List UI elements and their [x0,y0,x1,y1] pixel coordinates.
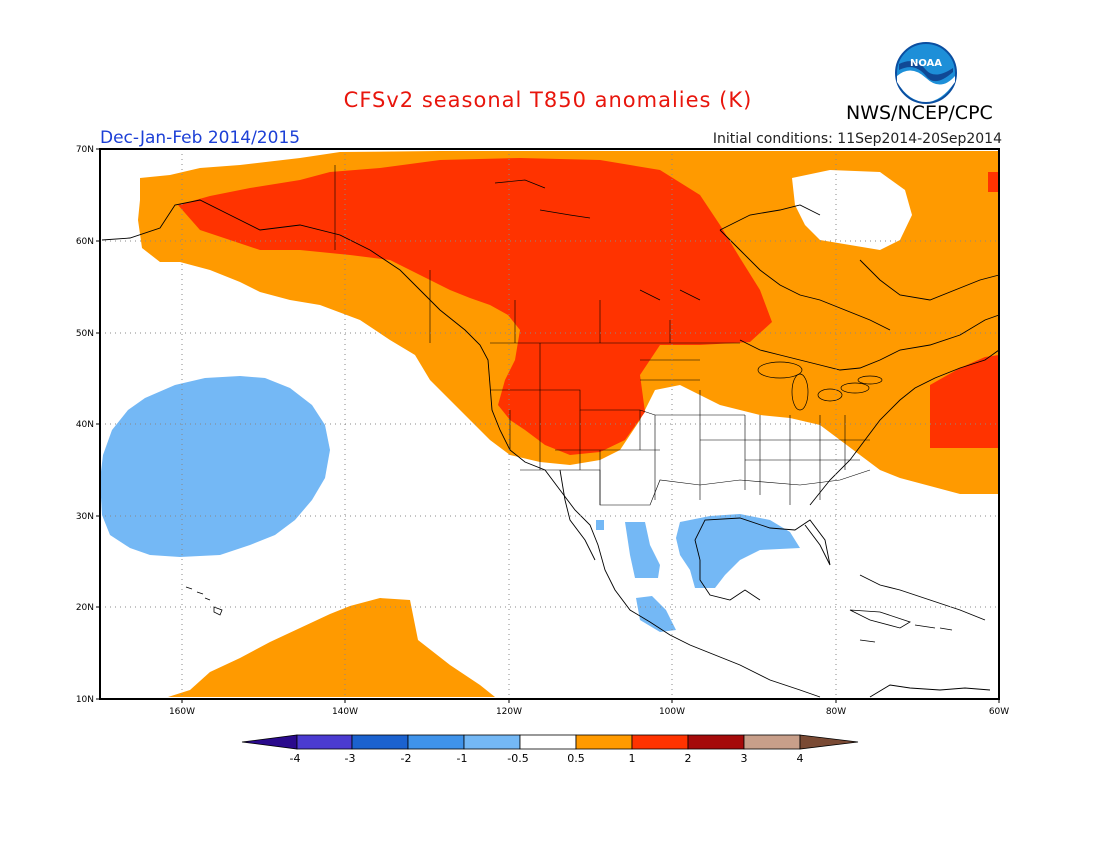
lat-label: 40N [76,420,94,430]
initial-conditions-label: Initial conditions: 11Sep2014-20Sep2014 [712,131,1002,147]
lat-label: 10N [76,695,94,705]
colorbar-label: -4 [290,752,301,765]
colorbar-arrow-high [799,734,859,750]
anomaly-region-red [178,158,999,455]
chart-title: CFSv2 seasonal T850 anomalies (K) [343,88,753,112]
colorbar-swatch [687,734,745,750]
season-label: Dec-Jan-Feb 2014/2015 [100,128,301,148]
lon-label: 80W [826,707,846,717]
lat-label: 30N [76,512,94,522]
lon-label: 120W [496,707,522,717]
coastlines [101,199,1000,698]
lat-label: 60N [76,237,94,247]
logo-text: NOAA [910,58,942,69]
caribbean-islands [849,609,953,643]
agency-label: NWS/NCEP/CPC [846,102,993,124]
colorbar-swatch [351,734,409,750]
colorbar-label: -2 [401,752,412,765]
colorbar-label: -0.5 [507,752,528,765]
neutral-region-labrador [792,170,912,250]
anomaly-region-blue [100,376,800,632]
lon-label: 140W [332,707,358,717]
colorbar-swatch [743,734,801,750]
colorbar-label: 1 [629,752,636,765]
graticule [100,149,999,699]
political-borders [334,165,871,506]
colorbar-swatch [631,734,689,750]
lat-label: 50N [76,329,94,339]
lon-label: 60W [989,707,1009,717]
noaa-logo: NOAA [895,42,957,104]
lakes [494,179,883,411]
colorbar-label: 4 [797,752,804,765]
colorbar-arrow-low [241,734,298,750]
colorbar-label: -1 [457,752,468,765]
colorbar-swatch [407,734,465,750]
lat-label: 20N [76,603,94,613]
colorbar-label: 0.5 [567,752,585,765]
colorbar-label: -3 [345,752,356,765]
hawaii-islands [185,586,223,616]
colorbar-swatch [575,734,633,750]
colorbar-swatch [296,734,353,750]
colorbar-label: 2 [685,752,692,765]
lon-labels: 160W 140W 120W 100W 80W 60W [169,707,1009,717]
lat-labels: 70N 60N 50N 40N 30N 20N 10N [76,145,94,705]
lat-label: 70N [76,145,94,155]
lon-label: 160W [169,707,195,717]
colorbar-swatch [463,734,521,750]
colorbar-label: 3 [741,752,748,765]
colorbar-swatch [519,734,577,750]
lon-label: 100W [659,707,685,717]
